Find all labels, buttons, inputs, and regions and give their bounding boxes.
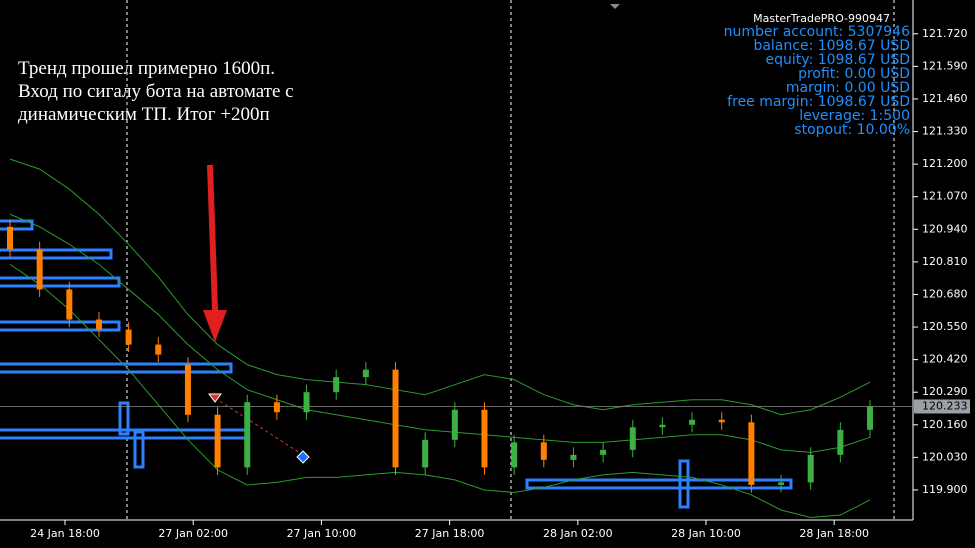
candle-body [7, 226, 13, 250]
order-box [525, 478, 793, 490]
info-line: stopout: 10.00% [794, 122, 910, 138]
y-tick-label: 120.940 [922, 222, 968, 235]
info-line: margin: 0.00 USD [786, 80, 910, 96]
y-tick-label: 120.290 [922, 385, 968, 398]
candle-body [659, 424, 666, 428]
x-tick-label: 27 Jan 18:00 [415, 527, 485, 540]
info-line: number account: 5307946 [724, 24, 910, 40]
order-box [118, 401, 130, 436]
y-tick-label: 120.550 [922, 320, 968, 333]
y-tick-label: 121.200 [922, 157, 968, 170]
candle-body [837, 429, 844, 455]
sell-marker [208, 393, 222, 403]
y-tick-label: 121.720 [922, 27, 968, 40]
annotation: динамическим ТП. Итог +200п [18, 104, 270, 125]
order-box [133, 430, 145, 469]
candle-body [451, 409, 458, 440]
candle-body [778, 482, 785, 485]
close-marker [296, 450, 310, 464]
last-price-box [914, 399, 970, 414]
info-line: balance: 1098.67 USD [753, 38, 910, 54]
info-line: profit: 0.00 USD [798, 66, 910, 82]
candle-body [333, 377, 340, 393]
y-tick-label: 120.420 [922, 353, 968, 366]
band-upper [9, 158, 871, 416]
x-tick-label: 28 Jan 18:00 [799, 527, 869, 540]
y-tick-label: 120.680 [922, 287, 968, 300]
y-tick-label: 120.160 [922, 418, 968, 431]
y-tick-label: 121.330 [922, 125, 968, 138]
order-box [0, 276, 121, 288]
y-tick-label: 120.030 [922, 450, 968, 463]
candle-body [244, 402, 251, 468]
candle-body [600, 449, 607, 455]
candle-body [36, 249, 43, 290]
candle-body [867, 406, 873, 430]
candle-body [155, 344, 162, 355]
info-line: equity: 1098.67 USD [766, 52, 910, 68]
x-tick-label: 28 Jan 10:00 [671, 527, 741, 540]
candle-body [392, 369, 399, 468]
candle-body [807, 454, 814, 483]
candle-body [95, 319, 102, 330]
order-box [0, 320, 121, 332]
candle-body [184, 364, 191, 415]
y-tick-label: 119.900 [922, 483, 968, 496]
x-tick-label: 27 Jan 10:00 [287, 527, 357, 540]
candle-body [570, 454, 577, 460]
y-tick-label: 121.460 [922, 92, 968, 105]
candle-body [422, 439, 429, 468]
info-line: leverage: 1:500 [799, 108, 910, 124]
annotation-arrow [203, 165, 227, 342]
x-tick-label: 24 Jan 18:00 [30, 527, 100, 540]
info-line: free margin: 1098.67 USD [727, 94, 910, 110]
x-tick-label: 28 Jan 02:00 [543, 527, 613, 540]
candle-body [125, 329, 132, 345]
candle-body [214, 414, 221, 468]
candle-body [481, 409, 488, 468]
candle-body [629, 427, 636, 450]
candle-body [748, 422, 755, 485]
candle-body [718, 419, 725, 423]
x-tick-label: 27 Jan 02:00 [158, 527, 228, 540]
band-middle [9, 213, 871, 453]
annotation: Вход по сигалу бота на автомате с [18, 81, 294, 102]
info-server: MasterTradePRO-990947 [753, 12, 890, 25]
y-tick-label: 121.590 [922, 59, 968, 72]
order-box [0, 362, 233, 374]
candle-body [273, 402, 280, 413]
shift-marker [610, 4, 620, 9]
candle-body [66, 289, 73, 320]
y-tick-label: 120.810 [922, 255, 968, 268]
candle-body [303, 392, 310, 413]
candle-body [362, 369, 369, 378]
y-tick-label: 121.070 [922, 190, 968, 203]
band-lower [9, 263, 871, 519]
order-box [0, 219, 34, 231]
order-box [0, 248, 113, 260]
candle-body [511, 442, 518, 468]
candle-body [689, 419, 696, 425]
last-price-label: 120.233 [922, 399, 968, 412]
order-box [678, 459, 690, 509]
candle-body [540, 442, 547, 460]
annotation: Тренд прошел примерно 1600п. [18, 58, 275, 79]
